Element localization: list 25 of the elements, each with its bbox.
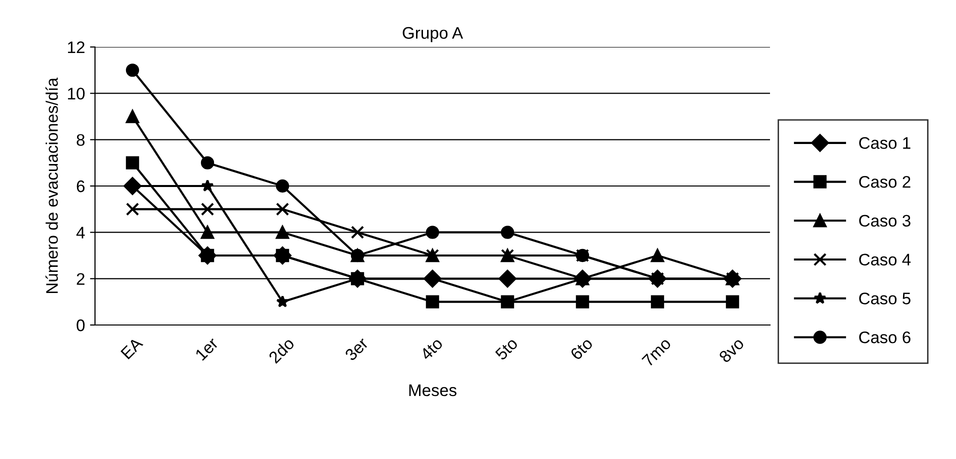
y-tick-label: 4 (76, 226, 85, 238)
y-tick-label: 0 (76, 319, 85, 332)
legend-label: Caso 4 (859, 254, 911, 266)
x-tick-label: EA (120, 336, 144, 360)
chart-title: Grupo A (402, 27, 464, 42)
x-tick-label: 7mo (642, 337, 672, 368)
legend-label: Caso 2 (859, 176, 910, 188)
legend-label: Caso 1 (859, 137, 910, 149)
y-tick-label: 6 (76, 180, 85, 192)
legend-label: Caso 6 (859, 331, 910, 344)
legend-label: Caso 5 (859, 292, 910, 304)
x-axis-title: Meses (409, 384, 456, 396)
y-tick-label: 10 (68, 88, 85, 100)
y-axis-title: Número de evacuaciones/día (45, 78, 58, 294)
x-tick-label: 8vo (718, 336, 745, 364)
x-tick-label: 3er (344, 336, 369, 362)
y-tick-label: 12 (68, 41, 84, 54)
y-tick-label: 8 (76, 134, 85, 146)
x-tick-label: 4to (420, 337, 444, 361)
x-tick-label: 6to (570, 336, 594, 361)
x-tick-label: 5to (494, 337, 518, 361)
x-tick-label: 2do (268, 336, 295, 364)
x-tick-label: 1er (194, 336, 219, 361)
y-tick-label: 2 (76, 273, 84, 285)
legend-label: Caso 3 (859, 214, 910, 227)
